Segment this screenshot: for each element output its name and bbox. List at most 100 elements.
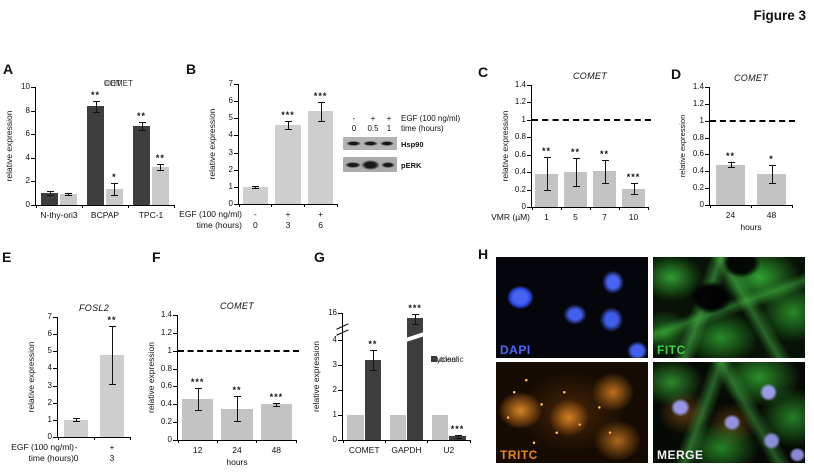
y-tick: [705, 120, 710, 122]
y-tick: [527, 119, 532, 121]
x-axis: [342, 440, 471, 441]
x-tick: [295, 440, 297, 443]
y-tick: [705, 171, 710, 173]
error-cap: [194, 388, 202, 390]
bar: [63, 419, 89, 437]
y-tick: [338, 340, 343, 341]
error-cap: [138, 130, 146, 132]
bar: [347, 415, 364, 440]
y-tick: [705, 188, 710, 190]
x-tick: [127, 205, 129, 208]
y-tick-label: 7: [47, 312, 52, 321]
y-tick-label: 0: [228, 199, 233, 208]
error-cap: [630, 183, 638, 185]
bar: [307, 111, 334, 204]
bar: [86, 106, 105, 205]
error-cap: [73, 418, 80, 420]
y-tick-label: 1.2: [692, 98, 704, 108]
x-row-value: 5: [573, 212, 578, 222]
bar: [151, 167, 170, 205]
blot-lane-2-egf: +: [370, 114, 376, 123]
x-axis-title: hours: [740, 222, 762, 232]
significance-stars: ***: [269, 391, 284, 402]
y-tick: [527, 102, 532, 104]
y-tick-label: 1.4: [692, 82, 704, 91]
x-tick: [303, 204, 305, 207]
significance-stars: ***: [450, 424, 465, 434]
chart-comet-vmr-dose: 0 0.2 0.4 0.6 0.8 1 1.2 1.4 relative expression C…: [491, 71, 651, 222]
y-tick: [53, 368, 58, 370]
x-tick: [35, 205, 37, 208]
error-bar: [114, 183, 116, 195]
chart-nuclear-cytosolic: 0 1 2 3 4 16 relative expression ** *** *** COMET G…: [311, 303, 471, 455]
error-cap: [273, 402, 281, 404]
x-tick: [57, 437, 59, 440]
error-cap: [369, 350, 377, 351]
y-tick: [338, 390, 343, 391]
y-axis-title: relative expression: [311, 341, 321, 412]
y-tick: [705, 87, 710, 88]
x-row-value: -: [74, 442, 78, 452]
bar: [221, 408, 253, 440]
error-cap: [727, 167, 735, 169]
y-tick-label: 3: [228, 147, 233, 157]
x-row-value: 6: [318, 220, 324, 230]
micrograph-merge: MERGE: [653, 362, 805, 463]
y-tick-label: 4: [332, 335, 337, 344]
y-axis-title: relative expression: [678, 114, 687, 178]
error-cap: [285, 120, 292, 122]
error-cap: [285, 129, 292, 131]
y-axis-title: relative expression: [4, 110, 14, 182]
y-axis: [238, 84, 239, 205]
y-tick-label: 4: [25, 152, 30, 162]
panel-label-b: B: [186, 61, 197, 77]
legend-label: Cytosolic: [431, 354, 464, 364]
x-row-value: -: [253, 209, 257, 219]
x-category-label: 24: [232, 445, 242, 455]
chart-title: COMET: [734, 73, 768, 83]
blot-lane-3-time: 1: [386, 124, 392, 133]
y-tick-label: 0.2: [692, 183, 704, 193]
panel-label-d: D: [671, 66, 682, 82]
y-tick: [173, 350, 178, 352]
x-tick: [427, 440, 429, 443]
y-tick-label: 2: [25, 176, 30, 186]
error-cap: [317, 120, 325, 122]
panel-label-f: F: [152, 249, 161, 265]
x-tick: [531, 207, 533, 210]
chart-met-comet-cell-lines: 0 2 4 6 8 10 relative expression ** ** * ** N-thy-o…: [4, 79, 175, 220]
error-cap: [111, 194, 119, 196]
y-tick: [31, 181, 36, 183]
y-tick-label: 0.8: [160, 363, 172, 373]
figure-title: Figure 3: [753, 8, 806, 23]
x-row-value: 10: [628, 212, 639, 222]
x-row-label: VMR (µM): [491, 212, 530, 222]
error-cap: [111, 183, 119, 185]
x-category-label: BCPAP: [90, 210, 120, 220]
y-tick: [234, 204, 239, 205]
significance-stars: **: [155, 153, 165, 164]
x-tick: [750, 205, 752, 208]
y-tick-label: 0: [699, 200, 704, 209]
error-bar: [49, 191, 51, 195]
error-bar: [730, 162, 732, 168]
y-tick-label: 10: [21, 82, 30, 91]
y-tick-label: 1: [332, 410, 337, 419]
tritc-label: TRITC: [500, 448, 538, 462]
micrograph-fitc: FITC: [653, 257, 805, 358]
error-cap: [572, 186, 580, 188]
y-tick: [234, 169, 239, 171]
error-bar: [237, 396, 238, 422]
y-tick: [173, 440, 178, 441]
chart-comet-hours: 0 0.2 0.4 0.6 0.8 1 1.2 1.4 relative expression C…: [678, 73, 795, 232]
error-cap: [768, 183, 776, 185]
reference-line: [710, 119, 795, 122]
y-tick-label: 2: [332, 385, 337, 394]
x-row-label: EGF (100 ng/ml): [179, 209, 242, 219]
y-tick-label: 0.6: [160, 381, 172, 391]
bar: [260, 404, 293, 440]
x-tick: [238, 204, 240, 207]
y-axis-title: relative expression: [207, 108, 217, 180]
legend-label: Nuclear: [431, 354, 459, 364]
x-row-value: 1: [544, 212, 549, 222]
